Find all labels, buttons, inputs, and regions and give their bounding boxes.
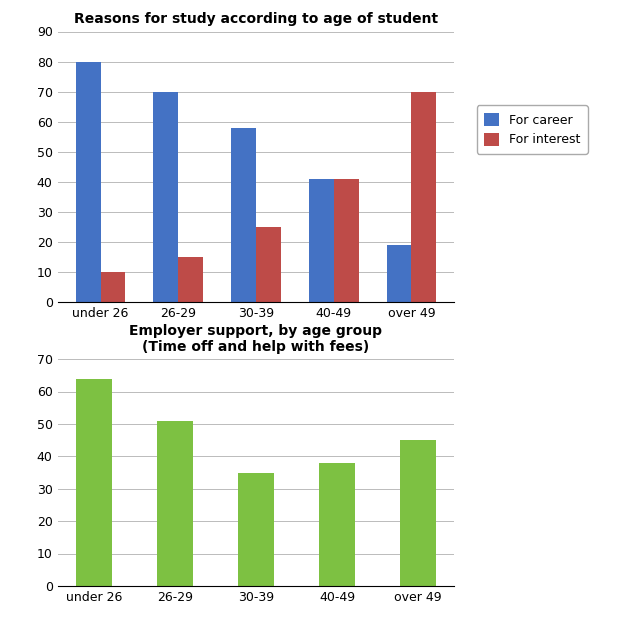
Bar <box>256 227 281 302</box>
Title: Employer support, by age group
(Time off and help with fees): Employer support, by age group (Time off… <box>129 324 383 354</box>
Bar <box>309 179 333 302</box>
Bar <box>238 472 274 586</box>
Bar <box>76 62 100 302</box>
Bar <box>154 92 179 302</box>
Bar <box>412 92 436 302</box>
Legend: For career, For interest: For career, For interest <box>477 105 588 154</box>
Bar <box>231 128 256 302</box>
Bar <box>387 245 412 302</box>
Bar <box>179 257 203 302</box>
Bar <box>319 463 355 586</box>
Bar <box>333 179 358 302</box>
Title: Reasons for study according to age of student: Reasons for study according to age of st… <box>74 12 438 26</box>
Bar <box>157 421 193 586</box>
Bar <box>400 440 436 586</box>
Bar <box>76 379 112 586</box>
Bar <box>100 272 125 302</box>
